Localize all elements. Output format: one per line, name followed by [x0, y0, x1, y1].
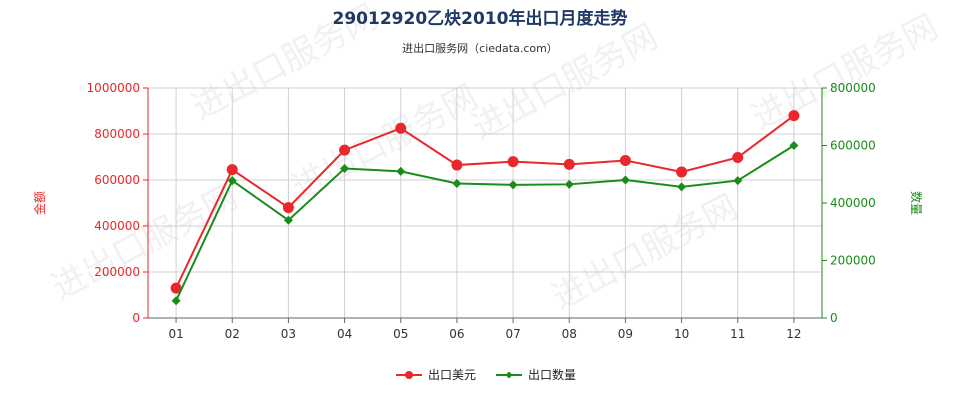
x-tick-label: 03	[281, 327, 296, 341]
x-tick-label: 10	[674, 327, 689, 341]
series-2-point	[452, 178, 462, 188]
x-tick-label: 08	[562, 327, 577, 341]
series-2-point	[340, 164, 350, 173]
plot-area: 0 200000 400000 600000 800000 1000000 0 200000 4…	[87, 81, 876, 341]
y-right-tick-label: 200000	[830, 254, 876, 268]
legend-marker	[405, 371, 413, 379]
series-1-point	[282, 202, 294, 214]
y-left-tick-label: 0	[132, 311, 140, 325]
y-right-tick-label: 400000	[830, 196, 876, 210]
series-1-point	[563, 158, 575, 170]
series-2-point	[733, 176, 743, 186]
y-left-tick-label: 600000	[94, 173, 140, 187]
watermark-text: 进出口服务网	[45, 177, 244, 308]
series-1-point	[339, 144, 351, 156]
series-1-point	[676, 166, 688, 178]
series-2-point	[283, 215, 293, 225]
series-2-point	[789, 141, 799, 150]
series-1-point	[619, 154, 631, 166]
legend-label: 出口数量	[528, 367, 576, 382]
series-line-2	[175, 144, 795, 302]
series-2-point	[508, 180, 518, 190]
x-tick-label: 06	[449, 327, 464, 341]
x-tick-label: 07	[505, 327, 520, 341]
y-right-tick-label: 800000	[830, 81, 876, 95]
x-tick-label: 11	[730, 327, 745, 341]
y-right-tick-label: 600000	[830, 139, 876, 153]
y-right-tick-label: 0	[830, 311, 838, 325]
series-line-1	[175, 114, 795, 289]
x-tick-label: 01	[168, 327, 183, 341]
series-1-point	[451, 159, 463, 171]
y-axis-right-label: 数量	[909, 191, 924, 215]
x-tick-label: 02	[225, 327, 240, 341]
chart-title: 29012920乙炔2010年出口月度走势	[333, 8, 628, 29]
series-1-point	[788, 110, 800, 122]
series-1-point	[395, 122, 407, 134]
legend-label: 出口美元	[428, 368, 476, 382]
watermark-text: 进出口服务网	[285, 77, 484, 208]
y-left-tick-label: 200000	[94, 265, 140, 279]
watermark-text: 进出口服务网	[465, 17, 664, 148]
series-2-point	[227, 176, 237, 186]
series-1-point	[507, 156, 519, 168]
series-1-point	[226, 164, 238, 176]
legend-marker	[505, 371, 513, 379]
series-2-point	[620, 175, 630, 185]
y-axis-left-label: 金额	[32, 191, 47, 215]
y-left-tick-label: 400000	[94, 219, 140, 233]
series-2-point	[564, 179, 574, 189]
y-left-tick-label: 1000000	[87, 81, 140, 95]
y-left-tick-label: 800000	[94, 127, 140, 141]
series-2-point	[396, 166, 406, 176]
watermark-text: 进出口服务网	[545, 187, 744, 318]
chart-subtitle: 进出口服务网（ciedata.com）	[402, 41, 558, 55]
series-2-point	[677, 182, 687, 192]
legend: 出口美元 出口数量	[396, 367, 576, 382]
series-1-point	[170, 282, 182, 294]
x-tick-label: 05	[393, 327, 408, 341]
watermark-text: 进出口服务网	[745, 7, 944, 138]
x-tick-label: 09	[618, 327, 633, 341]
x-tick-label: 12	[786, 327, 801, 341]
series-1-point	[732, 151, 744, 163]
x-tick-label: 04	[337, 327, 352, 341]
series-2-point	[171, 296, 181, 306]
